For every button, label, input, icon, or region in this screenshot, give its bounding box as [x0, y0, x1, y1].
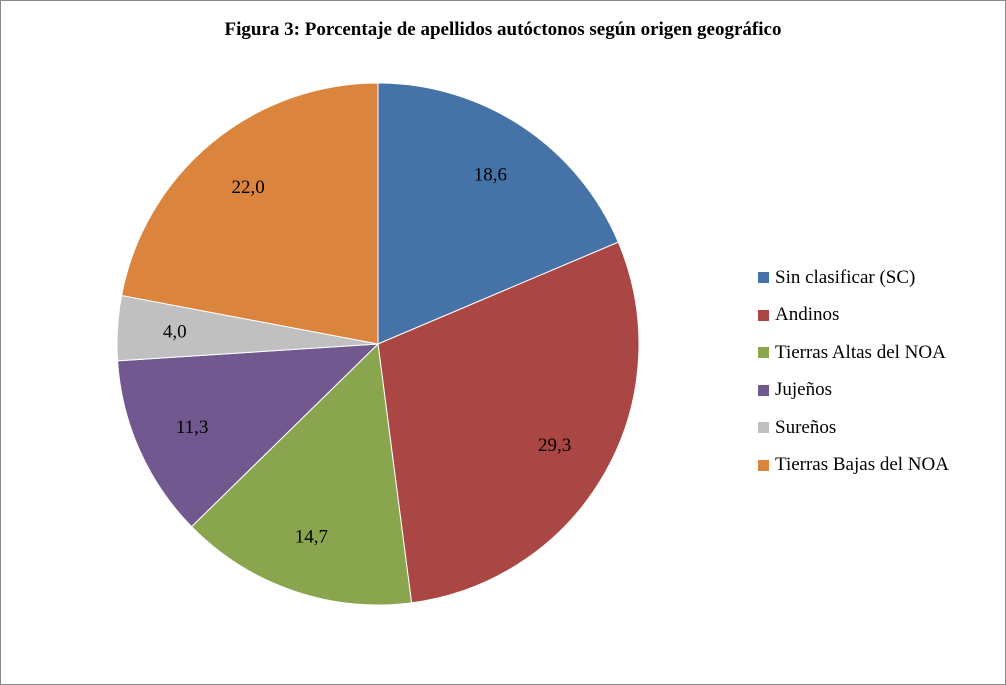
legend-label: Andinos: [775, 304, 840, 326]
legend-swatch: [758, 384, 769, 396]
data-label: 29,3: [538, 435, 571, 456]
legend-swatch: [758, 272, 769, 284]
legend-item: Jujeños: [758, 372, 949, 410]
legend: Sin clasificar (SC) Andinos Tierras Altas …: [758, 259, 949, 484]
legend-swatch: [758, 422, 769, 434]
legend-label: Tierras Bajas del NOA: [775, 454, 949, 476]
legend-label: Jujeños: [775, 379, 832, 401]
legend-swatch: [758, 459, 769, 471]
legend-item: Tierras Bajas del NOA: [758, 447, 949, 485]
data-label: 11,3: [176, 417, 209, 438]
pie-slice-1: [377, 241, 640, 604]
legend-label: Tierras Altas del NOA: [775, 341, 946, 363]
pie-slice-5: [120, 82, 379, 345]
pie-slice-3: [117, 343, 380, 528]
data-label: 14,7: [295, 526, 328, 547]
legend-label: Sureños: [775, 416, 837, 438]
legend-item: Sin clasificar (SC): [758, 259, 949, 297]
chart-title: Figura 3: Porcentaje de apellidos autóct…: [224, 19, 782, 40]
legend-item: Sureños: [758, 409, 949, 447]
legend-swatch: [758, 309, 769, 321]
data-label: 18,6: [474, 164, 507, 185]
legend-item: Tierras Altas del NOA: [758, 334, 949, 372]
data-label: 22,0: [231, 177, 264, 198]
pie-slice-2: [190, 342, 413, 606]
pie-slice-0: [377, 82, 619, 345]
legend-item: Andinos: [758, 297, 949, 335]
data-label: 4,0: [163, 322, 187, 343]
legend-label: Sin clasificar (SC): [775, 266, 916, 288]
legend-swatch: [758, 347, 769, 359]
